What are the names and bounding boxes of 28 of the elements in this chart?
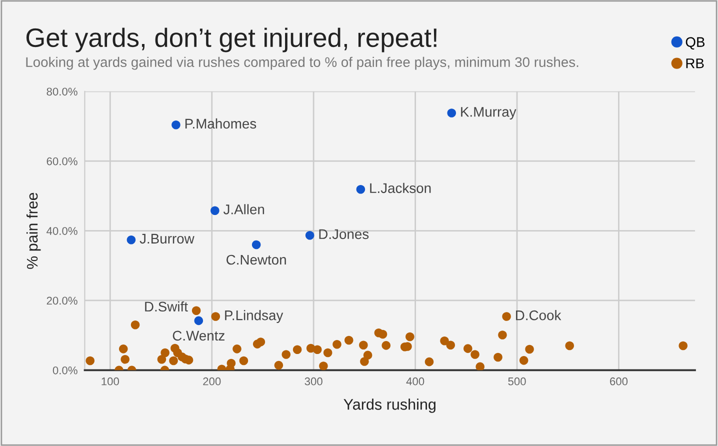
annotation: C.Newton: [226, 254, 286, 265]
y-axis-title: % pain free: [26, 192, 41, 269]
annotation: D.Swift: [145, 301, 188, 312]
chart-title: Get yards, don’t get injured, repeat!: [26, 28, 436, 52]
annotation: J.Allen: [223, 204, 264, 214]
x-tick-label: 500: [508, 377, 526, 386]
x-tick-label: 100: [102, 377, 119, 386]
annotation: P.Mahomes: [185, 118, 256, 129]
annotation: L.Jackson: [370, 182, 431, 194]
x-axis-title: Yards rushing: [344, 398, 436, 413]
annotation: K.Murray: [461, 107, 516, 120]
annotation: D.Jones: [319, 229, 369, 240]
annotation: D.Cook: [516, 310, 562, 320]
x-tick-label: 600: [610, 377, 628, 386]
x-tick-label: 400: [406, 377, 424, 386]
y-tick-label: 80.0%: [46, 88, 78, 96]
y-tick-label: 20.0%: [46, 296, 78, 305]
annotation: C.Wentz: [172, 330, 224, 341]
y-tick-label: 40.0%: [46, 227, 78, 235]
annotation: P.Lindsay: [225, 310, 284, 323]
y-tick-label: 60.0%: [46, 157, 78, 166]
legend-label: QB: [686, 37, 705, 50]
y-tick-label: 0.0%: [52, 366, 78, 374]
x-tick-label: 200: [203, 377, 221, 386]
chart-subtitle: Looking at yards gained via rushes compared to % of pain free plays, minimum 30 rushes.: [26, 56, 578, 70]
x-tick-label: 300: [304, 377, 322, 386]
legend-label: RB: [686, 58, 704, 68]
annotation: J.Burrow: [140, 234, 194, 244]
